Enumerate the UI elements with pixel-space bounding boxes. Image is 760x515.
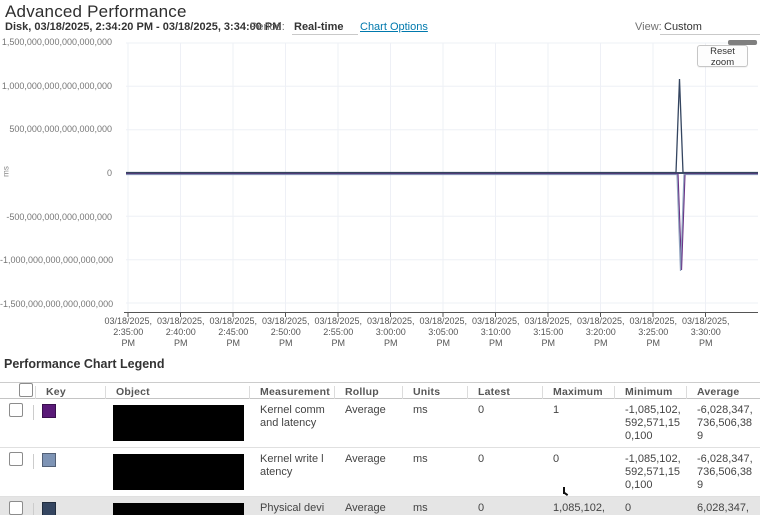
column-header-minimum: Minimum — [615, 386, 687, 398]
select-all-checkbox[interactable] — [19, 383, 33, 397]
x-axis-tick-label: 03/18/2025, 2:50:00 PM — [260, 316, 313, 349]
x-axis-tick-label: 03/18/2025, 3:30:00 PM — [680, 316, 733, 349]
rollup-cell: Average — [335, 399, 403, 447]
y-axis-tick-label: 1,500,000,000,000,000,000 — [0, 37, 112, 47]
series-color-swatch — [42, 453, 56, 467]
units-cell: ms — [403, 497, 468, 515]
object-redacted-box — [113, 405, 244, 441]
column-header-units: Units — [403, 386, 468, 398]
chart-plot-area[interactable] — [0, 35, 760, 357]
average-cell: -6,028,347,736,506,389 — [687, 399, 760, 447]
column-header-maximum: Maximum — [543, 386, 615, 398]
row-checkbox[interactable] — [9, 501, 23, 515]
row-checkbox-cell — [0, 399, 36, 447]
x-axis-labels: 03/18/2025, 2:35:00 PM 03/18/2025, 2:40:… — [102, 316, 732, 349]
select-all-cell — [0, 383, 36, 400]
object-cell — [106, 448, 250, 496]
series-color-swatch — [42, 404, 56, 418]
object-cell — [106, 497, 250, 515]
chart-options-link[interactable]: Chart Options — [360, 21, 428, 33]
chart-toolbar: Disk, 03/18/2025, 2:34:20 PM - 03/18/202… — [5, 21, 755, 35]
key-cell — [36, 399, 106, 447]
legend-table: Key Object Measurement Rollup Units Late… — [0, 382, 760, 515]
units-cell: ms — [403, 399, 468, 447]
series-color-swatch — [42, 502, 56, 515]
measurement-cell: Kernel write latency — [250, 448, 335, 496]
measurement-cell: Kernel command latency — [250, 399, 335, 447]
object-cell — [106, 399, 250, 447]
row-checkbox-cell — [0, 448, 36, 496]
vertical-gridlines — [128, 43, 706, 312]
average-cell: -6,028,347,736,506,389 — [687, 448, 760, 496]
x-axis-tick-label: 03/18/2025, 3:20:00 PM — [575, 316, 628, 349]
legend-row: Kernel write latency Average ms 0 0 -1,0… — [0, 448, 760, 497]
legend-header-row: Key Object Measurement Rollup Units Late… — [0, 382, 760, 399]
x-axis-tick-label: 03/18/2025, 3:15:00 PM — [522, 316, 575, 349]
series-kernel-command-latency — [126, 174, 758, 270]
series-kernel-write-latency — [126, 175, 758, 272]
key-cell — [36, 497, 106, 515]
object-redacted-box — [113, 454, 244, 490]
maximum-cell: 1 — [543, 399, 615, 447]
column-header-measurement: Measurement — [250, 386, 335, 398]
view-label: View: — [635, 21, 662, 33]
rollup-cell: Average — [335, 448, 403, 496]
period-label: Period: — [250, 21, 285, 33]
x-axis-tick-label: 03/18/2025, 3:10:00 PM — [470, 316, 523, 349]
mouse-cursor — [563, 487, 565, 494]
column-header-average: Average — [687, 386, 760, 398]
latest-cell: 0 — [468, 497, 543, 515]
minimum-cell: 0 — [615, 497, 687, 515]
rollup-cell: Average — [335, 497, 403, 515]
chart-range-label: Disk, 03/18/2025, 2:34:20 PM - 03/18/202… — [5, 21, 281, 33]
reset-zoom-button[interactable]: Reset zoom — [697, 45, 748, 67]
series-physical-device-command-latency — [126, 79, 758, 173]
x-axis-tick-label: 03/18/2025, 3:00:00 PM — [365, 316, 418, 349]
column-header-object: Object — [106, 386, 250, 398]
latest-cell: 0 — [468, 448, 543, 496]
view-select[interactable]: Custom — [660, 21, 760, 35]
x-axis-tick-label: 03/18/2025, 3:05:00 PM — [417, 316, 470, 349]
row-checkbox[interactable] — [9, 403, 23, 417]
x-axis-tick-label: 03/18/2025, 3:25:00 PM — [627, 316, 680, 349]
y-axis-tick-label: 0 — [0, 168, 112, 178]
legend-row: Kernel command latency Average ms 0 1 -1… — [0, 399, 760, 448]
maximum-cell: 0 — [543, 448, 615, 496]
object-redacted-box — [113, 503, 244, 515]
y-axis-tick-label: -500,000,000,000,000,000 — [0, 212, 112, 222]
row-checkbox[interactable] — [9, 452, 23, 466]
column-header-rollup: Rollup — [335, 386, 403, 398]
minimum-cell: -1,085,102,592,571,150,100 — [615, 399, 687, 447]
minimum-cell: -1,085,102,592,571,150,100 — [615, 448, 687, 496]
measurement-cell: Physical device command latency — [250, 497, 335, 515]
x-axis-tick-label: 03/18/2025, 2:35:00 PM — [102, 316, 155, 349]
units-cell: ms — [403, 448, 468, 496]
y-axis-labels: 1,500,000,000,000,000,000 1,000,000,000,0… — [0, 37, 112, 309]
y-axis-unit-label: ms — [2, 165, 11, 179]
y-axis-tick-label: 1,000,000,000,000,000,000 — [0, 81, 112, 91]
period-select[interactable]: Real-time — [292, 21, 358, 35]
x-axis-tick-label: 03/18/2025, 2:45:00 PM — [207, 316, 260, 349]
maximum-cell: 1,085,102,592,571,150,100 — [543, 497, 615, 515]
legend-rows: Kernel command latency Average ms 0 1 -1… — [0, 399, 760, 515]
page-title: Advanced Performance — [5, 2, 187, 22]
column-header-key: Key — [36, 386, 106, 398]
average-cell: 6,028,347,736,506,389 — [687, 497, 760, 515]
y-axis-tick-label: -1,500,000,000,000,000,000 — [0, 299, 112, 309]
advanced-performance-view: Advanced Performance Disk, 03/18/2025, 2… — [0, 0, 760, 515]
key-cell — [36, 448, 106, 496]
y-axis-tick-label: 500,000,000,000,000,000 — [0, 124, 112, 134]
legend-row: Physical device command latency Average … — [0, 497, 760, 515]
legend-heading: Performance Chart Legend — [4, 357, 164, 371]
x-axis-tick-label: 03/18/2025, 2:40:00 PM — [155, 316, 208, 349]
column-header-latest: Latest — [468, 386, 543, 398]
row-checkbox-cell — [0, 497, 36, 515]
x-axis-tick-label: 03/18/2025, 2:55:00 PM — [312, 316, 365, 349]
latest-cell: 0 — [468, 399, 543, 447]
y-axis-tick-label: -1,000,000,000,000,000,000 — [0, 255, 112, 265]
performance-chart[interactable]: 1,500,000,000,000,000,000 1,000,000,000,0… — [0, 35, 760, 357]
